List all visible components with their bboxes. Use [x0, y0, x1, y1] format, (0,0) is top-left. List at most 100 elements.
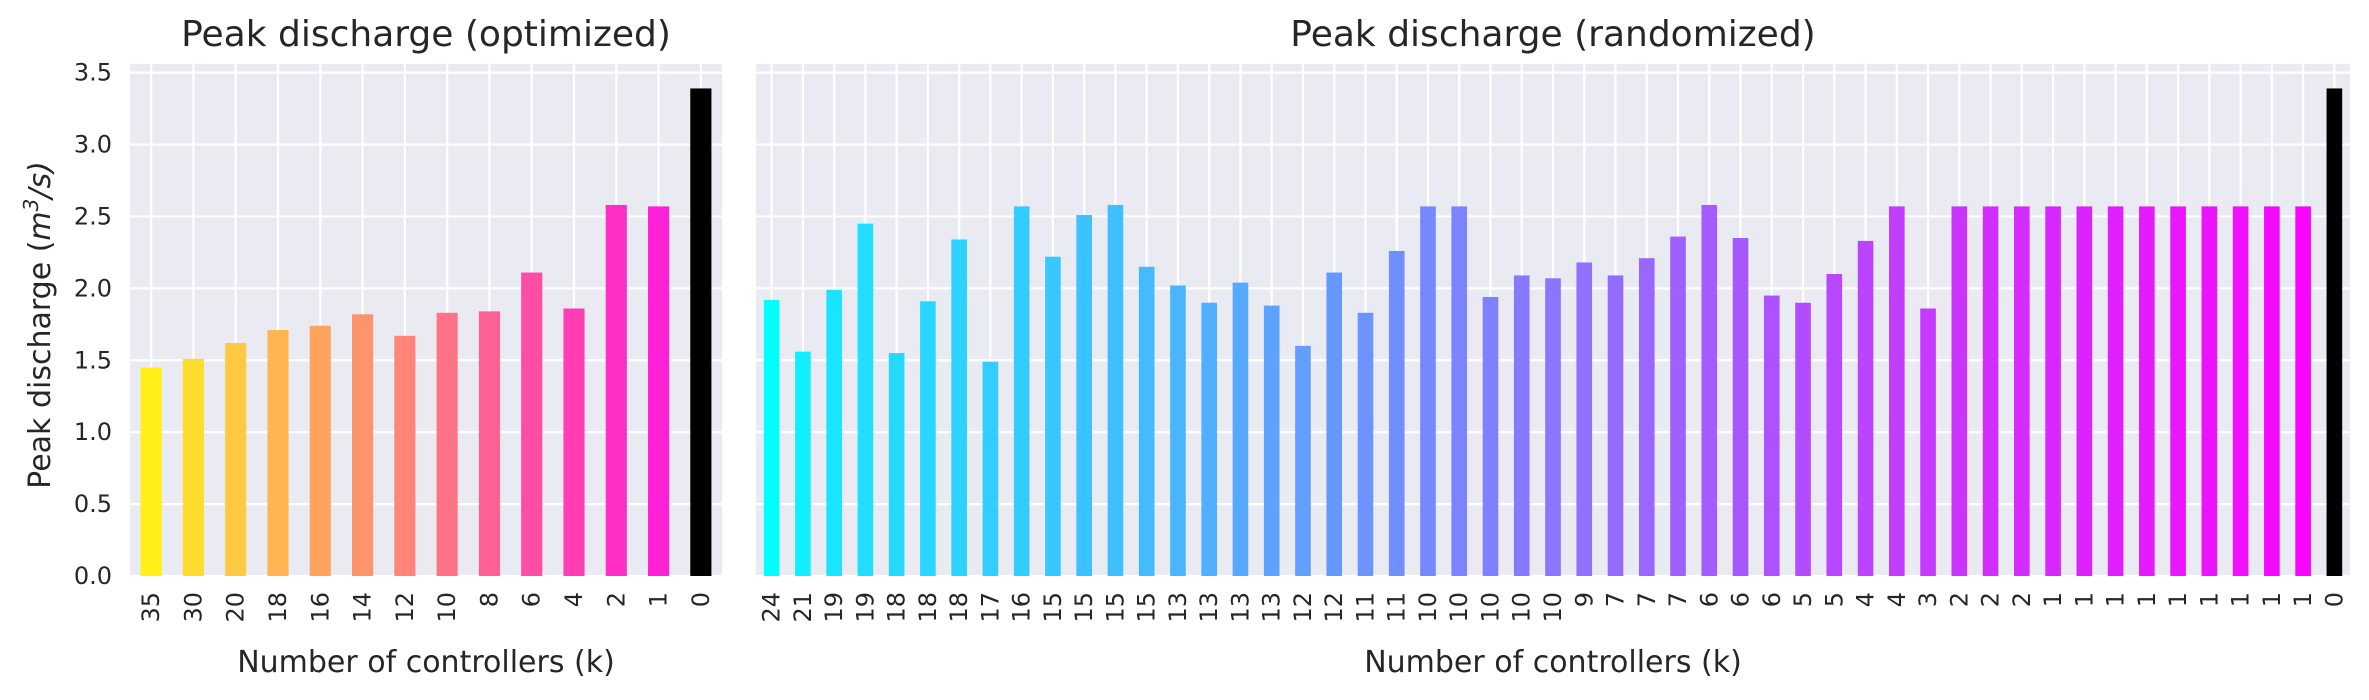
bar — [182, 358, 204, 576]
x-tick-label: 17 — [976, 592, 1004, 623]
x-tick-label: 3 — [1914, 592, 1942, 607]
bar — [1545, 278, 1561, 576]
bar — [2107, 206, 2124, 576]
y-tick-label: 2.0 — [74, 274, 112, 302]
x-tick-label: 12 — [391, 592, 419, 623]
x-tick-label: 13 — [1226, 592, 1254, 623]
x-tick-label: 0 — [2320, 592, 2348, 607]
bar — [982, 361, 999, 576]
bar — [1732, 238, 1749, 577]
y-axis-label-unit: m — [23, 211, 58, 240]
bar — [920, 301, 936, 576]
bar — [436, 312, 458, 576]
x-tick-label: 2 — [1977, 592, 2005, 607]
x-tick-label: 7 — [1664, 592, 1692, 607]
bar — [2170, 206, 2186, 576]
x-tick-label: 6 — [1727, 592, 1755, 607]
bar — [2139, 206, 2155, 576]
bar — [1263, 305, 1280, 576]
x-tick-label: 2 — [1945, 592, 1973, 607]
bar — [2014, 206, 2030, 576]
x-tick-label: 1 — [2164, 592, 2192, 607]
bar — [1920, 308, 1936, 576]
x-tick-label: 2 — [602, 592, 630, 607]
bar — [1701, 204, 1718, 576]
bar — [1638, 258, 1655, 576]
bar — [1138, 266, 1155, 576]
x-tick-label: 1 — [2102, 592, 2130, 607]
y-axis-label-prefix: Peak discharge ( — [23, 241, 58, 489]
bar — [225, 343, 247, 576]
x-tick-label: 0 — [687, 592, 715, 607]
bar — [2076, 206, 2093, 576]
bar — [826, 289, 842, 576]
bar — [857, 223, 874, 576]
chart-title-optimized: Peak discharge (optimized) — [181, 14, 671, 55]
y-tick-label: 1.0 — [74, 418, 112, 446]
bar — [140, 367, 162, 576]
bar — [763, 299, 780, 576]
x-tick-label: 5 — [1820, 592, 1848, 607]
bar — [1826, 273, 1843, 576]
bar — [2201, 206, 2218, 576]
bar — [2045, 206, 2061, 576]
bar — [352, 314, 374, 576]
x-tick-label: 11 — [1383, 592, 1411, 623]
bar — [1513, 275, 1530, 576]
bar — [1576, 262, 1593, 576]
bar — [1388, 250, 1405, 576]
bar — [951, 239, 967, 576]
bar — [1857, 240, 1874, 577]
x-tick-labels-optimized: 35 30 20 18 16 14 12 10 8 6 4 2 1 0 — [137, 592, 715, 623]
bar — [1076, 215, 1092, 576]
x-tick-label: 7 — [1602, 592, 1630, 607]
x-tick-labels-randomized: 24 21 19 19 18 18 18 17 16 15 15 15 15 13 13 13 13 12 12 11… — [758, 592, 2349, 623]
x-tick-label: 10 — [433, 592, 461, 623]
x-tick-label: 30 — [179, 592, 207, 623]
bar — [1013, 206, 1030, 576]
x-tick-label: 1 — [2227, 592, 2255, 607]
bar — [888, 353, 905, 576]
y-tick-label: 1.5 — [74, 346, 112, 374]
bar — [1107, 204, 1124, 576]
x-tick-label: 15 — [1101, 592, 1129, 623]
bar — [605, 204, 627, 576]
bars-randomized — [763, 88, 2343, 577]
y-axis-label-rest: /s) — [23, 161, 58, 201]
bar — [2264, 206, 2280, 576]
bar — [521, 272, 543, 576]
bar — [795, 351, 811, 576]
x-tick-label: 13 — [1195, 592, 1223, 623]
x-tick-label: 1 — [645, 592, 673, 607]
y-axis-label: Peak discharge (m3/s) — [19, 161, 58, 489]
x-tick-label: 16 — [306, 592, 334, 623]
x-tick-label: 4 — [1883, 592, 1911, 607]
bar — [1795, 302, 1811, 576]
x-tick-label: 1 — [2258, 592, 2286, 607]
x-tick-label: 10 — [1539, 592, 1567, 623]
x-tick-label: 15 — [1133, 592, 1161, 623]
x-tick-label: 21 — [789, 592, 817, 623]
x-tick-label: 2 — [2008, 592, 2036, 607]
bars-optimized — [140, 88, 712, 577]
x-tick-label: 18 — [883, 592, 911, 623]
y-axis-label-exponent: 3 — [19, 199, 43, 212]
plot-area-optimized — [130, 64, 722, 576]
x-tick-label: 19 — [851, 592, 879, 623]
optimized-chart: 0.00.51.01.52.02.53.03.5 35 30 20 18 16 14 12 1… — [19, 14, 722, 680]
y-tick-labels: 0.0 0.5 1.0 1.5 2.0 2.5 3.0 3.5 — [74, 59, 112, 590]
x-tick-label: 5 — [1789, 592, 1817, 607]
bar — [690, 88, 712, 577]
x-tick-label: 7 — [1633, 592, 1661, 607]
bar — [1357, 312, 1374, 576]
bar — [1888, 206, 1905, 576]
randomized-chart: 24 21 19 19 18 18 18 17 16 15 15 15 15 13 13 13 13 12 12 11… — [756, 14, 2350, 680]
x-tick-label: 10 — [1445, 592, 1473, 623]
bar — [1951, 206, 1968, 576]
x-tick-label: 13 — [1258, 592, 1286, 623]
x-tick-label: 24 — [758, 592, 786, 623]
x-tick-label: 15 — [1070, 592, 1098, 623]
x-tick-label: 16 — [1008, 592, 1036, 623]
x-tick-label: 1 — [2195, 592, 2223, 607]
x-tick-label: 10 — [1508, 592, 1536, 623]
